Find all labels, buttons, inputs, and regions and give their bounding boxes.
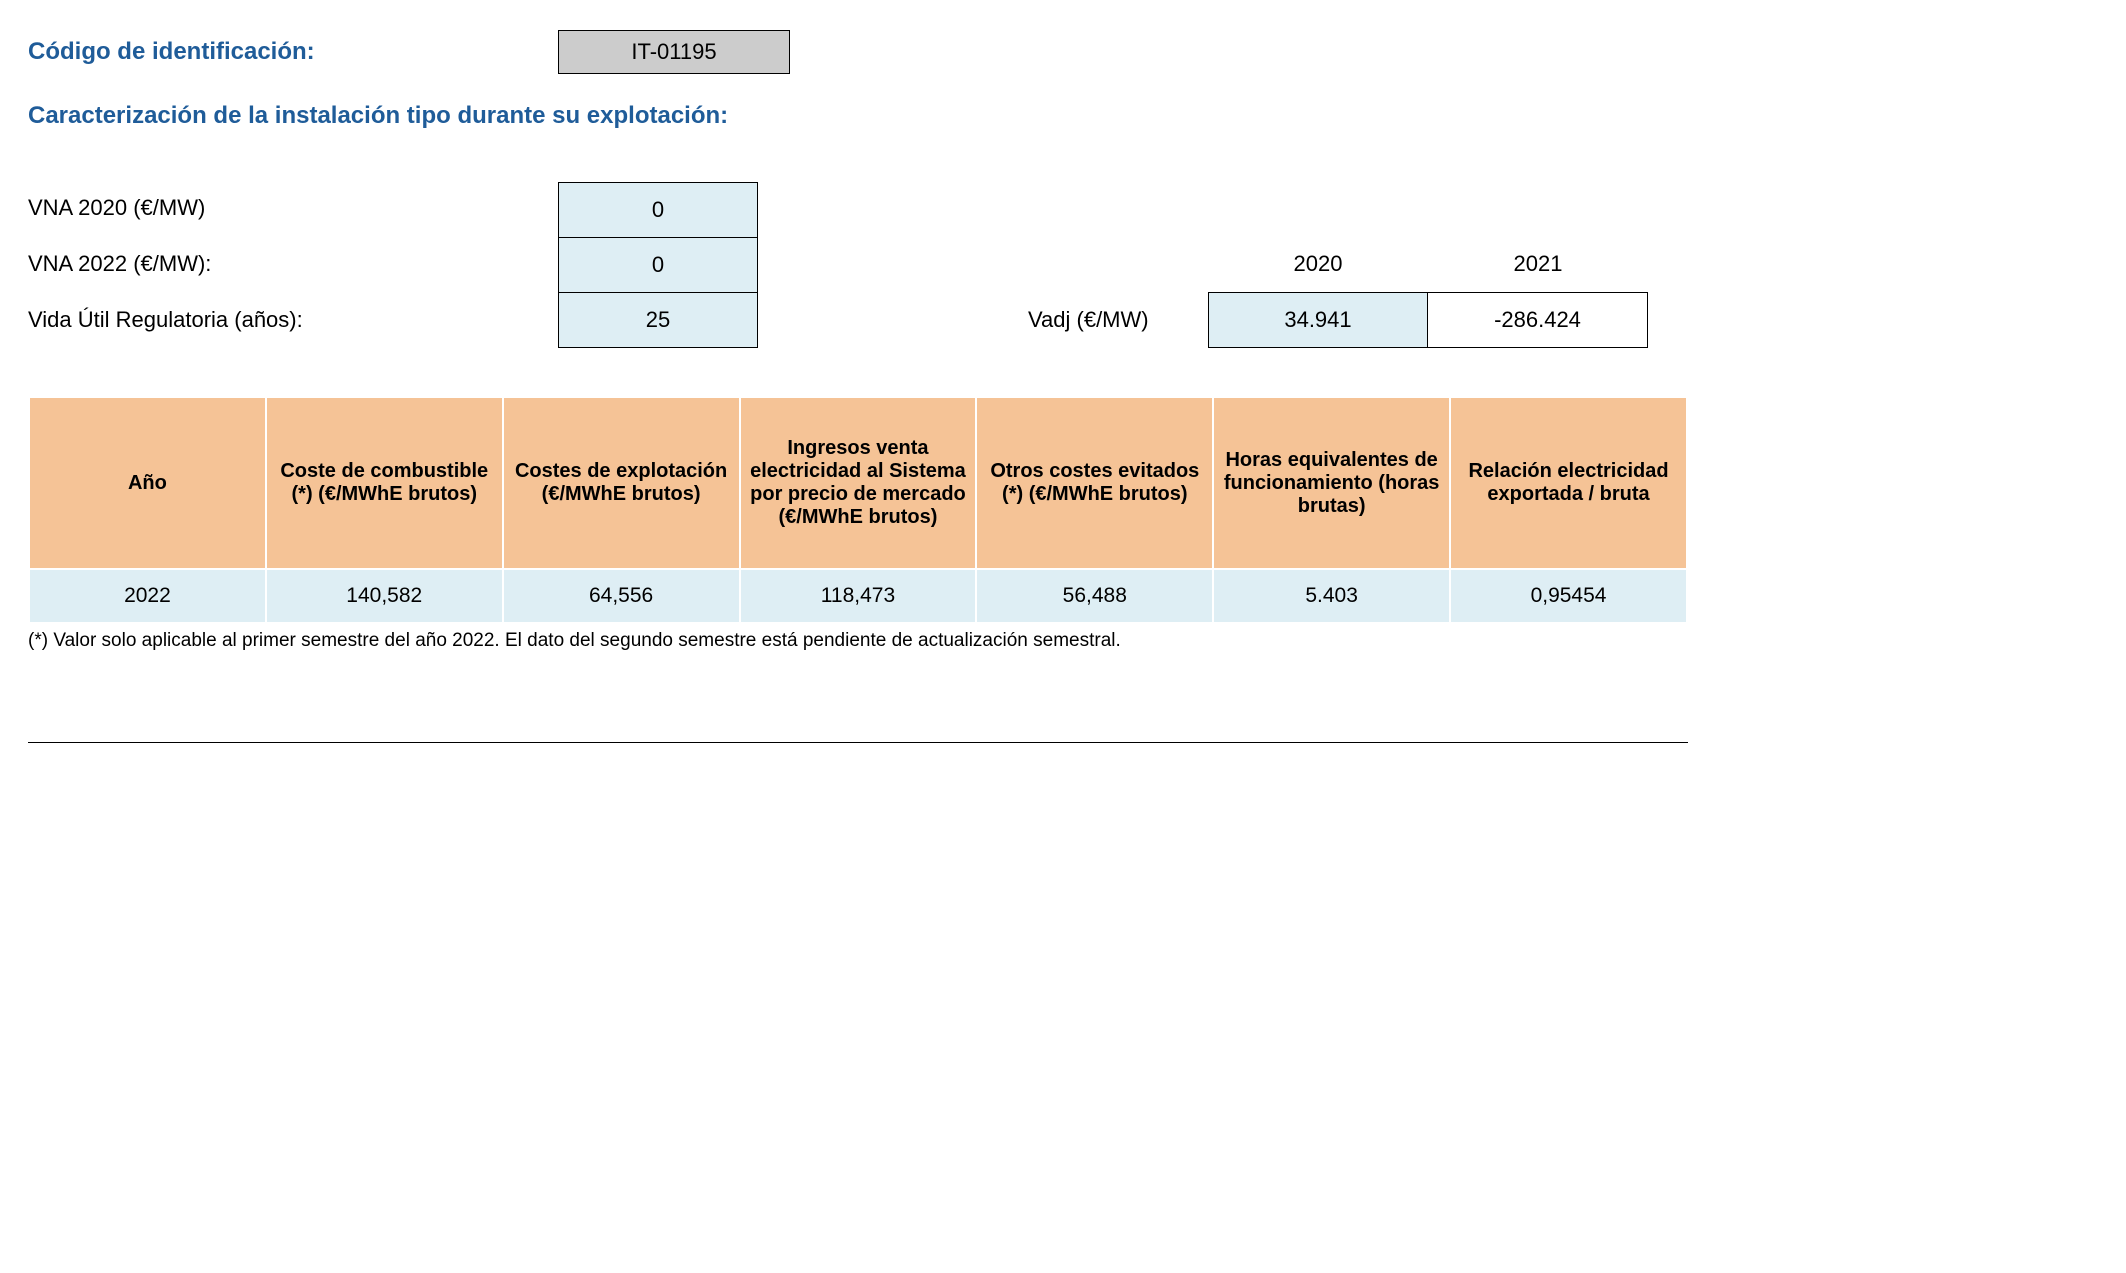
vna2022-value: 0 <box>558 237 758 293</box>
vna2022-label: VNA 2022 (€/MW): <box>28 236 558 292</box>
col-combust: Coste de combustible (*) (€/MWhE brutos) <box>266 397 503 569</box>
col-horas: Horas equivalentes de funcionamiento (ho… <box>1213 397 1450 569</box>
vadj-value-2021: -286.424 <box>1428 292 1648 348</box>
vna2020-label: VNA 2020 (€/MW) <box>28 180 558 236</box>
cell-explot: 64,556 <box>503 569 740 623</box>
col-explot: Costes de explotación (€/MWhE brutos) <box>503 397 740 569</box>
vadj-area: 2020 2021 Vadj (€/MW) 34.941 -286.424 <box>1028 236 1648 348</box>
vna2020-value: 0 <box>558 182 758 238</box>
vida-label: Vida Útil Regulatoria (años): <box>28 292 558 348</box>
col-ingresos: Ingresos venta electricidad al Sistema p… <box>740 397 977 569</box>
col-relacion: Relación electricidad exportada / bruta <box>1450 397 1687 569</box>
divider <box>28 742 1688 743</box>
code-label: Código de identificación: <box>28 38 558 66</box>
col-otros: Otros costes evitados (*) (€/MWhE brutos… <box>976 397 1213 569</box>
vadj-values-row: Vadj (€/MW) 34.941 -286.424 <box>1028 292 1648 348</box>
main-table: Año Coste de combustible (*) (€/MWhE bru… <box>28 396 1688 624</box>
params-area: VNA 2020 (€/MW) VNA 2022 (€/MW): Vida Út… <box>28 180 2098 348</box>
vadj-value-2020: 34.941 <box>1208 292 1428 348</box>
params-values: 0 0 25 <box>558 182 758 348</box>
table-row: 2022 140,582 64,556 118,473 56,488 5.403… <box>29 569 1687 623</box>
cell-ingresos: 118,473 <box>740 569 977 623</box>
col-año: Año <box>29 397 266 569</box>
params-labels: VNA 2020 (€/MW) VNA 2022 (€/MW): Vida Út… <box>28 180 558 348</box>
vadj-years: 2020 2021 <box>1028 236 1648 292</box>
cell-relacion: 0,95454 <box>1450 569 1687 623</box>
code-value-box: IT-01195 <box>558 30 790 74</box>
cell-horas: 5.403 <box>1213 569 1450 623</box>
section-heading: Caracterización de la instalación tipo d… <box>28 102 2098 130</box>
cell-combust: 140,582 <box>266 569 503 623</box>
cell-otros: 56,488 <box>976 569 1213 623</box>
vadj-year-1: 2020 <box>1208 251 1428 277</box>
vida-value: 25 <box>558 292 758 348</box>
vadj-year-2: 2021 <box>1428 251 1648 277</box>
vadj-label: Vadj (€/MW) <box>1028 292 1208 348</box>
footnote: (*) Valor solo aplicable al primer semes… <box>28 630 2098 652</box>
table-header-row: Año Coste de combustible (*) (€/MWhE bru… <box>29 397 1687 569</box>
title-row: Código de identificación: IT-01195 <box>28 30 2098 74</box>
cell-año: 2022 <box>29 569 266 623</box>
